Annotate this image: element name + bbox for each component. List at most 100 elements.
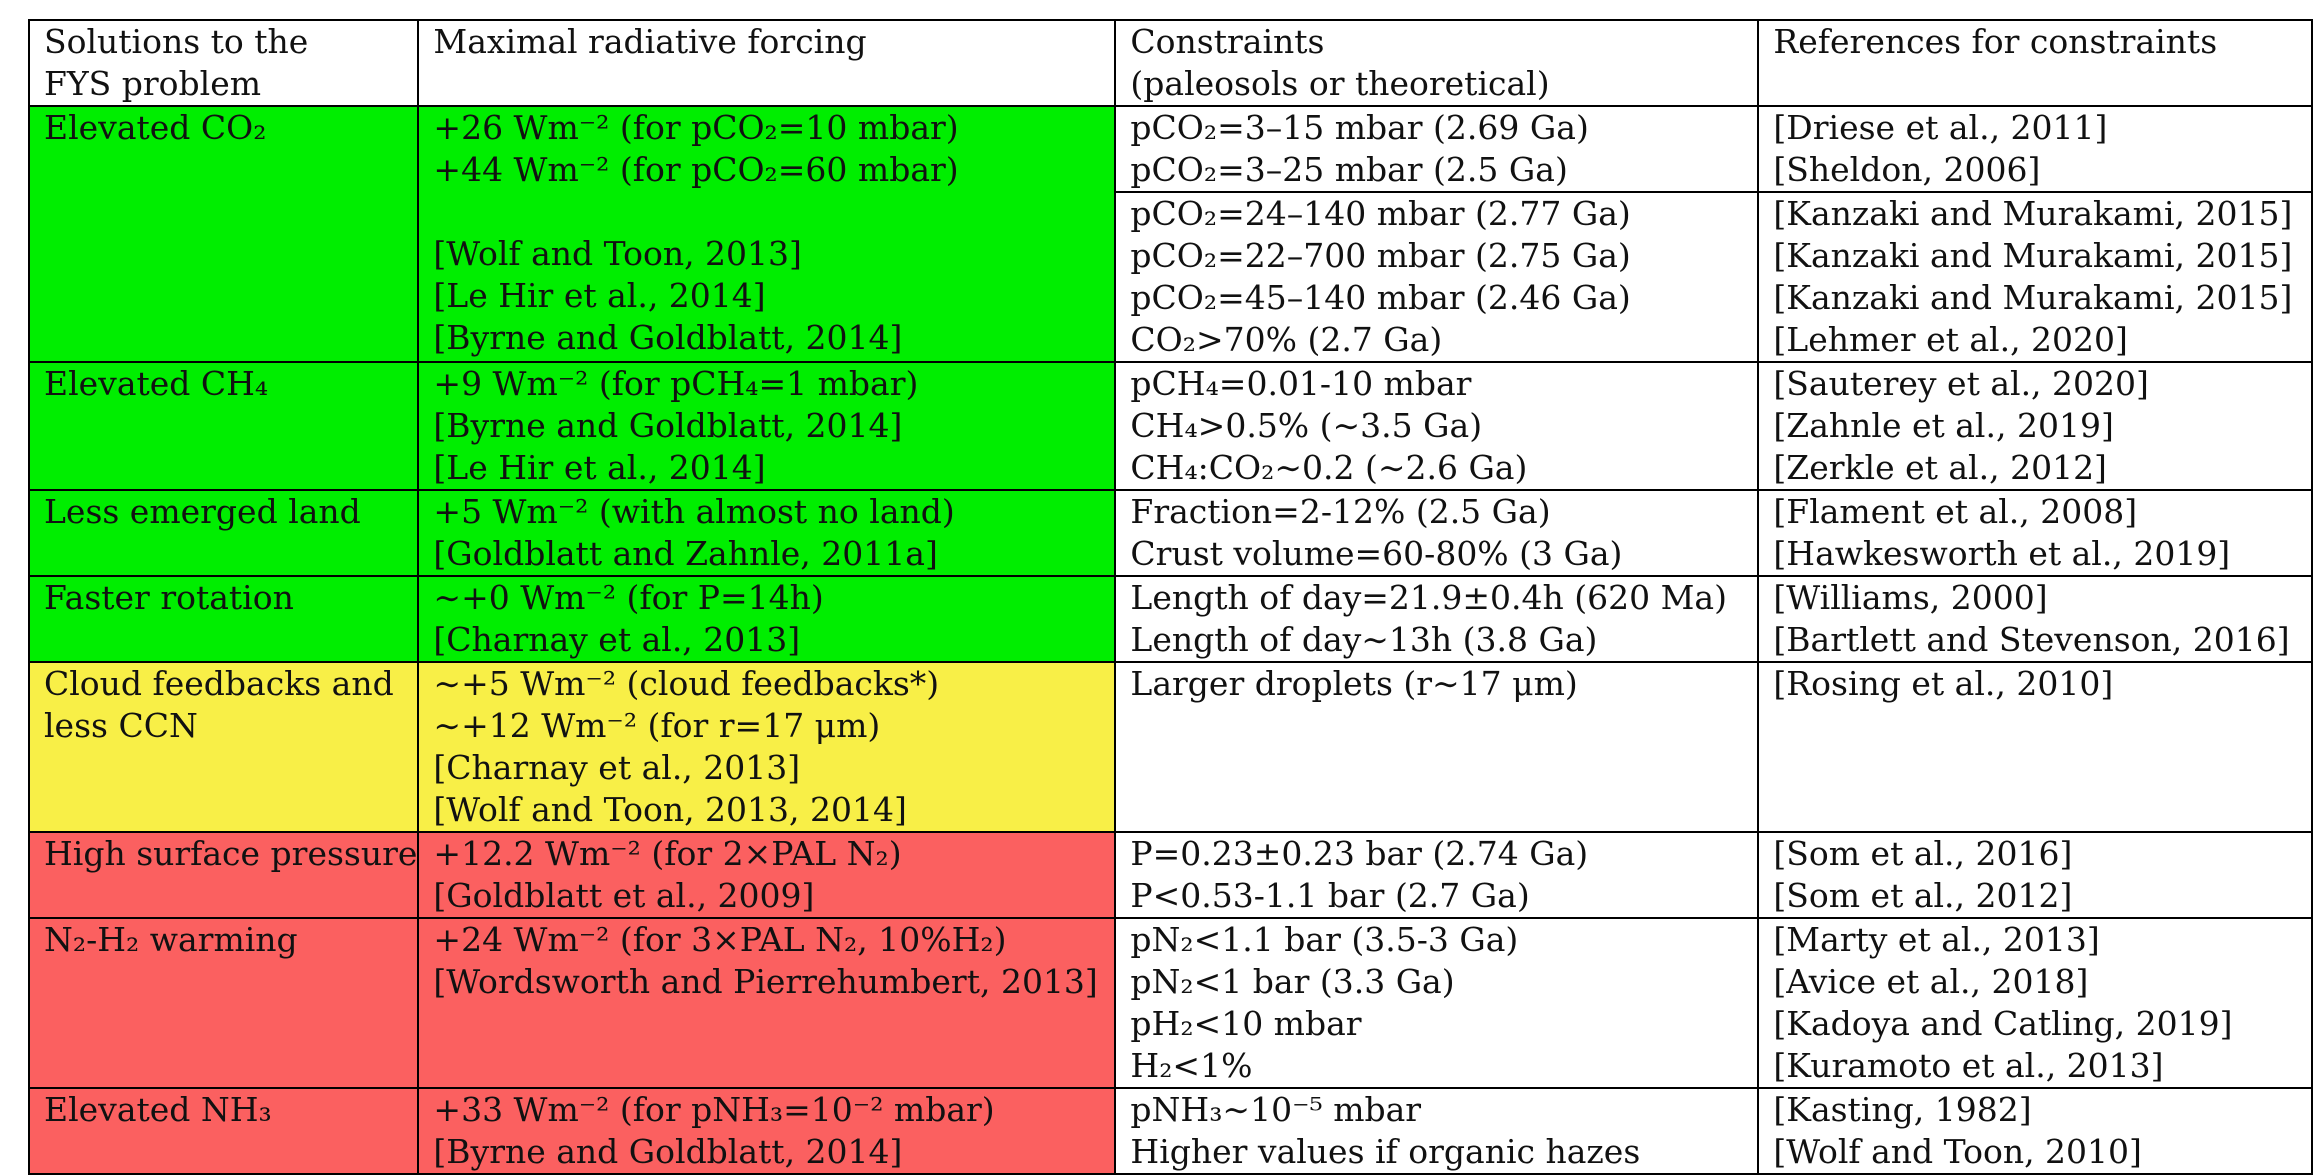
forcing-line: [Wolf and Toon, 2013, 2014]	[433, 790, 907, 829]
forcing-line: +9 Wm⁻² (for pCH₄=1 mbar)	[433, 364, 919, 403]
forcing-cell: +9 Wm⁻² (for pCH₄=1 mbar) [Byrne and Gold…	[417, 361, 1117, 491]
constraint-line: pCH₄=0.01-10 mbar	[1130, 364, 1472, 403]
table-row: Cloud feedbacks and less CCN ∼+5 Wm⁻² (clo…	[27, 661, 2314, 833]
forcing-line: +24 Wm⁻² (for 3×PAL N₂, 10%H₂)	[433, 920, 1007, 959]
table-row: Less emerged land +5 Wm⁻² (with almost no…	[27, 489, 2314, 577]
forcing-line: +44 Wm⁻² (for pCO₂=60 mbar)	[433, 150, 959, 189]
constraint-line: CO₂>70% (2.7 Ga)	[1130, 320, 1443, 359]
header-solutions: Solutions to the FYS problem	[27, 19, 420, 107]
forcing-cell: +24 Wm⁻² (for 3×PAL N₂, 10%H₂) [Wordswort…	[417, 917, 1117, 1089]
reference-line: [Som et al., 2016]	[1773, 834, 2073, 873]
reference-line: [Wolf and Toon, 2010]	[1773, 1132, 2142, 1171]
forcing-line: [Goldblatt and Zahnle, 2011a]	[433, 534, 938, 573]
reference-line: [Kasting, 1982]	[1773, 1090, 2032, 1129]
forcing-line: ∼+0 Wm⁻² (for P=14h)	[433, 578, 824, 617]
constraints-cell: Length of day=21.9±0.4h (620 Ma) Length o…	[1114, 575, 1760, 663]
references-cell: [Kanzaki and Murakami, 2015] [Kanzaki and…	[1757, 191, 2314, 363]
forcing-line: +12.2 Wm⁻² (for 2×PAL N₂)	[433, 834, 902, 873]
solution-line: Less emerged land	[44, 492, 361, 531]
constraint-line: Length of day∼13h (3.8 Ga)	[1130, 620, 1598, 659]
constraint-line: pN₂<1.1 bar (3.5-3 Ga)	[1130, 920, 1519, 959]
constraint-line: Crust volume=60-80% (3 Ga)	[1130, 534, 1623, 573]
constraints-cell: pCH₄=0.01-10 mbar CH₄>0.5% (∼3.5 Ga) CH₄:C…	[1114, 361, 1760, 491]
solution-cell: N₂-H₂ warming	[27, 917, 420, 1089]
reference-line: [Lehmer et al., 2020]	[1773, 320, 2128, 359]
reference-line: [Som et al., 2012]	[1773, 876, 2073, 915]
solution-line: Elevated CH₄	[44, 364, 269, 403]
reference-line: [Flament et al., 2008]	[1773, 492, 2138, 531]
forcing-line: [Byrne and Goldblatt, 2014]	[433, 1132, 903, 1171]
forcing-line: +26 Wm⁻² (for pCO₂=10 mbar)	[433, 108, 959, 147]
references-cell: [Marty et al., 2013] [Avice et al., 2018]…	[1757, 917, 2314, 1089]
constraint-line: CH₄>0.5% (∼3.5 Ga)	[1130, 406, 1483, 445]
constraint-line: H₂<1%	[1130, 1046, 1253, 1085]
forcing-line: ∼+12 Wm⁻² (for r=17 μm)	[433, 706, 881, 745]
reference-line: [Zerkle et al., 2012]	[1773, 448, 2107, 487]
constraints-cell: P=0.23±0.23 bar (2.74 Ga) P<0.53-1.1 bar …	[1114, 831, 1760, 919]
table-row: Faster rotation ∼+0 Wm⁻² (for P=14h) [Char…	[27, 575, 2314, 663]
forcing-line: [Goldblatt et al., 2009]	[433, 876, 815, 915]
reference-line: [Williams, 2000]	[1773, 578, 2048, 617]
header-constraints: Constraints (paleosols or theoretical)	[1114, 19, 1760, 107]
reference-line: [Kadoya and Catling, 2019]	[1773, 1004, 2233, 1043]
forcing-line: [Le Hir et al., 2014]	[433, 448, 766, 487]
forcing-line: [Byrne and Goldblatt, 2014]	[433, 318, 903, 357]
forcing-line: [Charnay et al., 2013]	[433, 620, 801, 659]
forcing-line: [Wolf and Toon, 2013]	[433, 234, 802, 273]
reference-line: [Bartlett and Stevenson, 2016]	[1773, 620, 2290, 659]
reference-line: [Rosing et al., 2010]	[1773, 664, 2114, 703]
forcing-cell: +33 Wm⁻² (for pNH₃=10⁻² mbar) [Byrne and …	[417, 1087, 1117, 1175]
reference-line: [Driese et al., 2011]	[1773, 108, 2108, 147]
solution-cell: Elevated NH₃	[27, 1087, 420, 1175]
constraint-line: pCO₂=3–25 mbar (2.5 Ga)	[1130, 150, 1568, 189]
forcing-cell: ∼+5 Wm⁻² (cloud feedbacks*) ∼+12 Wm⁻² (fo…	[417, 661, 1117, 833]
solution-line: Cloud feedbacks and	[44, 664, 394, 703]
table-row: N₂-H₂ warming +24 Wm⁻² (for 3×PAL N₂, 10…	[27, 917, 2314, 1089]
forcing-cell: ∼+0 Wm⁻² (for P=14h) [Charnay et al., 201…	[417, 575, 1117, 663]
forcing-line: [Wordsworth and Pierrehumbert, 2013]	[433, 962, 1098, 1001]
solution-cell: Faster rotation	[27, 575, 420, 663]
constraint-line: pCO₂=3–15 mbar (2.69 Ga)	[1130, 108, 1589, 147]
constraint-line: Length of day=21.9±0.4h (620 Ma)	[1130, 578, 1727, 617]
constraint-line: Larger droplets (r∼17 μm)	[1130, 664, 1578, 703]
constraint-line: pCO₂=24–140 mbar (2.77 Ga)	[1130, 194, 1631, 233]
forcing-line: +5 Wm⁻² (with almost no land)	[433, 492, 955, 531]
references-cell: [Driese et al., 2011] [Sheldon, 2006]	[1757, 105, 2314, 193]
solution-cell: Cloud feedbacks and less CCN	[27, 661, 420, 833]
references-cell: [Flament et al., 2008] [Hawkesworth et al…	[1757, 489, 2314, 577]
forcing-cell: +5 Wm⁻² (with almost no land) [Goldblatt …	[417, 489, 1117, 577]
constraints-cell: Larger droplets (r∼17 μm)	[1114, 661, 1760, 833]
solution-cell: Elevated CH₄	[27, 361, 420, 491]
references-cell: [Kasting, 1982] [Wolf and Toon, 2010]	[1757, 1087, 2314, 1175]
reference-line: [Sheldon, 2006]	[1773, 150, 2041, 189]
table-row: Elevated CO₂ +26 Wm⁻² (for pCO₂=10 mbar) +…	[27, 105, 2314, 363]
reference-line: [Zahnle et al., 2019]	[1773, 406, 2114, 445]
constraints-cell: pCO₂=3–15 mbar (2.69 Ga) pCO₂=3–25 mbar (…	[1114, 105, 1760, 193]
reference-line: [Sauterey et al., 2020]	[1773, 364, 2149, 403]
constraints-cell: pNH₃∼10⁻⁵ mbar Higher values if organic h…	[1114, 1087, 1760, 1175]
solution-cell: High surface pressure	[27, 831, 420, 919]
reference-line: [Kuramoto et al., 2013]	[1773, 1046, 2164, 1085]
constraint-line: P=0.23±0.23 bar (2.74 Ga)	[1130, 834, 1589, 873]
constraints-cell: pN₂<1.1 bar (3.5-3 Ga) pN₂<1 bar (3.3 Ga)…	[1114, 917, 1760, 1089]
forcing-line: ∼+5 Wm⁻² (cloud feedbacks*)	[433, 664, 940, 703]
forcing-cell: +12.2 Wm⁻² (for 2×PAL N₂) [Goldblatt et a…	[417, 831, 1117, 919]
solution-line: High surface pressure	[44, 834, 418, 873]
forcing-line: [Charnay et al., 2013]	[433, 748, 801, 787]
forcing-line: [Byrne and Goldblatt, 2014]	[433, 406, 903, 445]
forcing-line: [Le Hir et al., 2014]	[433, 276, 766, 315]
constraint-line: pCO₂=45–140 mbar (2.46 Ga)	[1130, 278, 1631, 317]
solution-line: N₂-H₂ warming	[44, 920, 298, 959]
solution-line: less CCN	[44, 706, 198, 745]
table-row: Elevated NH₃ +33 Wm⁻² (for pNH₃=10⁻² mbar…	[27, 1087, 2314, 1175]
constraint-line: Higher values if organic hazes	[1130, 1132, 1641, 1171]
solution-line: Elevated NH₃	[44, 1090, 272, 1129]
forcing-line	[433, 191, 1113, 233]
solution-line: Elevated CO₂	[44, 108, 267, 147]
table-row: pCO₂=24–140 mbar (2.77 Ga) pCO₂=22–700 mb…	[29, 191, 2314, 363]
solution-cell: Less emerged land	[27, 489, 420, 577]
constraints-cell: Fraction=2-12% (2.5 Ga) Crust volume=60-8…	[1114, 489, 1760, 577]
constraint-line: pCO₂=22–700 mbar (2.75 Ga)	[1130, 236, 1631, 275]
header-row: Solutions to the FYS problem Maximal rad…	[27, 19, 2314, 107]
constraint-line: pN₂<1 bar (3.3 Ga)	[1130, 962, 1455, 1001]
